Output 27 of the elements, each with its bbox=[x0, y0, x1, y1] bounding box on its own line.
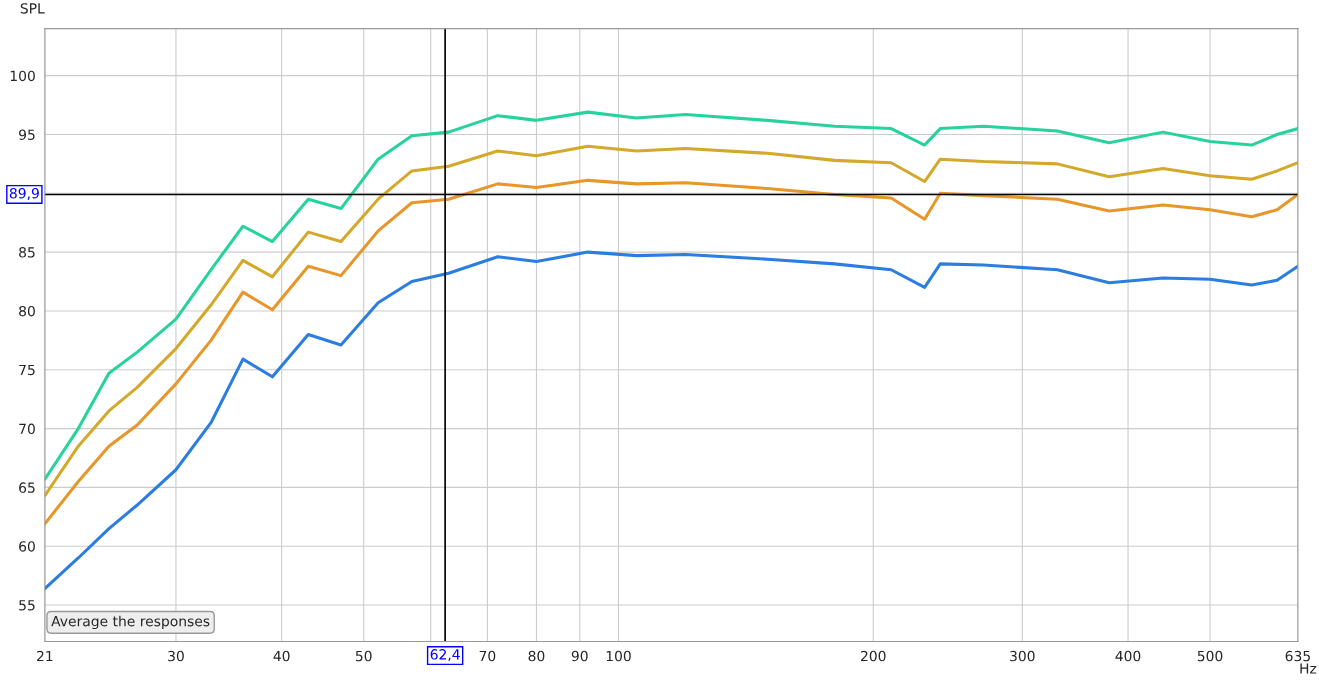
ref-line-label: 62,4 bbox=[430, 649, 460, 662]
y-tick-label: 100 bbox=[10, 70, 35, 82]
x-tick-label: 400 bbox=[1115, 650, 1141, 662]
y-tick-label: 95 bbox=[19, 129, 35, 140]
annotation: Average the responses bbox=[51, 615, 210, 630]
x-tick-label: 100 bbox=[606, 650, 631, 662]
y-axis-title: SPL bbox=[20, 3, 45, 14]
x-tick-label: 50 bbox=[355, 650, 372, 662]
y-tick-label: 80 bbox=[19, 305, 35, 317]
x-tick-label: 300 bbox=[1010, 650, 1035, 662]
x-tick-label: 90 bbox=[571, 650, 588, 662]
y-tick-label: 65 bbox=[19, 482, 35, 493]
x-tick-label: 200 bbox=[861, 650, 886, 662]
x-tick-label: 30 bbox=[168, 650, 184, 662]
y-tick-label: 85 bbox=[19, 247, 35, 258]
y-tick-label: 75 bbox=[19, 364, 35, 376]
y-tick-label: 55 bbox=[19, 600, 35, 611]
x-tick-label: 40 bbox=[273, 650, 290, 662]
x-tick-label: 500 bbox=[1197, 650, 1223, 662]
x-tick-label: 70 bbox=[479, 650, 496, 662]
y-tick-label: 70 bbox=[19, 423, 35, 435]
x-axis-title: Hz bbox=[1300, 663, 1317, 674]
x-tick-label: 635 bbox=[1285, 650, 1310, 662]
x-tick-label: 80 bbox=[528, 650, 545, 662]
y-tick-label: 60 bbox=[19, 541, 35, 552]
x-tick-label: 21 bbox=[37, 650, 53, 662]
ref-line-label: 89,9 bbox=[9, 188, 39, 200]
